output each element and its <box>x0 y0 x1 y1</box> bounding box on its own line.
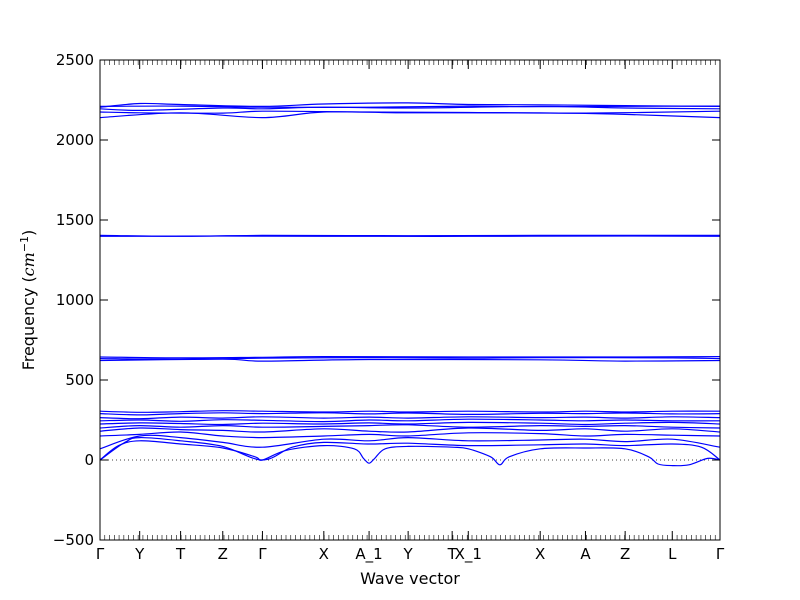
x-tick-label: Γ <box>258 545 267 563</box>
band-line-16 <box>99 424 721 429</box>
band-line-4 <box>99 102 721 108</box>
band-line-19 <box>99 416 721 420</box>
y-tick-label: 1000 <box>56 291 94 309</box>
y-tick-label: 2500 <box>56 51 94 69</box>
x-tick-label: T <box>447 545 458 563</box>
x-tick-label: A_1 <box>355 545 382 564</box>
y-tick-label: −500 <box>53 531 94 549</box>
band-line-12 <box>99 436 721 461</box>
phonon-bands <box>99 102 721 467</box>
band-line-15 <box>99 427 721 433</box>
band-line-18 <box>99 418 721 423</box>
y-tick-label: 0 <box>84 451 94 469</box>
band-line-13 <box>99 434 721 450</box>
x-tick-label: Y <box>134 545 145 563</box>
x-tick-label: T <box>175 545 186 563</box>
y-axis-label-unit-exp: −1 <box>18 236 31 252</box>
band-line-21 <box>99 410 721 413</box>
x-tick-label: X_1 <box>455 545 482 564</box>
x-axis-label: Wave vector <box>360 569 460 588</box>
y-tick-label: 1500 <box>56 211 94 229</box>
y-axis-ticks: −500 0 500 1000 1500 2000 2500 <box>53 51 720 549</box>
y-tick-label: 500 <box>65 371 94 389</box>
y-axis-label: Frequency (cm−1) <box>18 230 38 371</box>
y-tick-label: 2000 <box>56 131 94 149</box>
x-tick-label: L <box>668 545 677 563</box>
x-tick-label: X <box>319 545 329 563</box>
x-axis-minor-ticks <box>104 60 716 540</box>
x-tick-label: Z <box>218 545 228 563</box>
x-tick-label: Γ <box>96 545 105 563</box>
y-axis-label-close: ) <box>19 230 38 236</box>
x-tick-label: Γ <box>716 545 725 563</box>
y-axis-label-unit: cm <box>19 252 38 276</box>
x-tick-label: Y <box>403 545 414 563</box>
band-line-17 <box>99 421 721 426</box>
band-line-9 <box>99 356 721 360</box>
x-tick-label: X <box>535 545 545 563</box>
band-line-2 <box>99 110 721 114</box>
band-line-10 <box>99 355 721 359</box>
band-line-20 <box>99 412 721 416</box>
y-axis-label-text: Frequency <box>19 288 38 371</box>
band-line-5 <box>99 105 721 108</box>
x-tick-label: Z <box>620 545 630 563</box>
x-axis-ticks: Γ Y T Z Γ X A_1 Y TX_1 X A Z L Γ <box>96 60 725 564</box>
band-line-14 <box>99 431 721 439</box>
band-line-11 <box>99 440 721 467</box>
y-axis-label-open: ( <box>19 276 38 287</box>
x-tick-label: A <box>580 545 591 563</box>
